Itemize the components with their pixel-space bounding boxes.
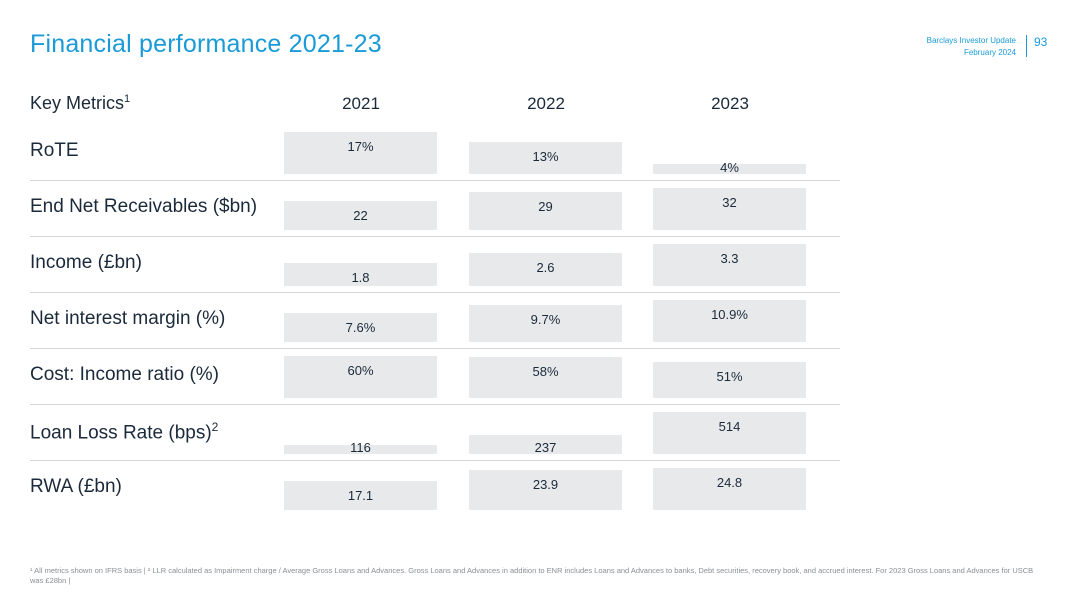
- document-info: Barclays Investor Update February 2024: [927, 35, 1016, 59]
- bar-rote-2022: [469, 142, 622, 174]
- header-divider: [1026, 35, 1027, 57]
- value-label-loan-loss-rate-bps-2021: 116: [350, 440, 371, 455]
- bar-cost-income-ratio-2022: [469, 357, 622, 398]
- footnote-marker: 1: [124, 93, 131, 105]
- bar-net-interest-margin-2021: [284, 313, 437, 342]
- value-label-rote-2021: 17%: [347, 139, 374, 154]
- metric-label-income-bn: Income (£bn): [30, 252, 142, 273]
- row-separator: [30, 460, 840, 461]
- footnote: ¹ All metrics shown on IFRS basis | ² LL…: [30, 566, 1034, 585]
- bar-rwa-bn-2021: [284, 481, 437, 510]
- bar-rwa-bn-2023: [653, 468, 806, 510]
- value-label-income-bn-2023: 3.3: [720, 251, 739, 266]
- bar-loan-loss-rate-bps-2023: [653, 412, 806, 454]
- bar-net-interest-margin-2022: [469, 305, 622, 342]
- bar-income-bn-2021: [284, 263, 437, 286]
- bar-rwa-bn-2022: [469, 470, 622, 510]
- row-separator: [30, 404, 840, 405]
- bar-end-net-receivables-bn-2023: [653, 188, 806, 230]
- value-label-loan-loss-rate-bps-2022: 237: [534, 440, 557, 455]
- value-label-cost-income-ratio-2023: 51%: [716, 369, 743, 384]
- value-label-end-net-receivables-bn-2023: 32: [722, 195, 737, 210]
- bar-net-interest-margin-2023: [653, 300, 806, 342]
- bar-rote-2023: [653, 164, 806, 174]
- row-separator: [30, 180, 840, 181]
- value-label-rwa-bn-2021: 17.1: [347, 488, 374, 503]
- value-label-income-bn-2021: 1.8: [351, 270, 370, 285]
- value-label-rwa-bn-2022: 23.9: [532, 477, 559, 492]
- bar-cost-income-ratio-2021: [284, 356, 437, 398]
- bar-end-net-receivables-bn-2021: [284, 201, 437, 230]
- value-label-rote-2022: 13%: [532, 149, 559, 164]
- document-name: Barclays Investor Update: [926, 36, 1016, 45]
- value-label-rote-2023: 4%: [720, 160, 739, 175]
- metric-label-end-net-receivables-bn: End Net Receivables ($bn): [30, 196, 258, 217]
- bar-loan-loss-rate-bps-2021: [284, 445, 437, 454]
- value-label-income-bn-2022: 2.6: [536, 260, 555, 275]
- bar-end-net-receivables-bn-2022: [469, 192, 622, 230]
- value-label-end-net-receivables-bn-2021: 22: [353, 208, 368, 223]
- bar-rote-2021: [284, 132, 437, 174]
- value-label-net-interest-margin-2022: 9.7%: [530, 312, 561, 327]
- year-header-2021: 2021: [342, 94, 380, 113]
- metric-label-net-interest-margin: Net interest margin (%): [30, 308, 226, 329]
- metric-label-loan-loss-rate-bps: Loan Loss Rate (bps)2: [30, 420, 219, 444]
- document-date: February 2024: [963, 48, 1016, 57]
- value-label-end-net-receivables-bn-2022: 29: [538, 199, 553, 214]
- key-metrics-label: Key Metrics: [30, 93, 125, 113]
- bar-income-bn-2023: [653, 244, 806, 286]
- row-separator: [30, 292, 840, 293]
- value-label-net-interest-margin-2023: 10.9%: [711, 307, 748, 322]
- row-separator: [30, 348, 840, 349]
- year-header-2022: 2022: [527, 94, 565, 113]
- bar-loan-loss-rate-bps-2022: [469, 435, 622, 454]
- bar-income-bn-2022: [469, 253, 622, 286]
- page-title: Financial performance 2021-23: [30, 30, 382, 58]
- row-separator: [30, 236, 840, 237]
- value-label-net-interest-margin-2021: 7.6%: [345, 320, 376, 335]
- bar-cost-income-ratio-2023: [653, 362, 806, 398]
- value-label-loan-loss-rate-bps-2023: 514: [718, 419, 741, 434]
- metric-label-rwa-bn: RWA (£bn): [30, 476, 122, 497]
- metric-label-rote: RoTE: [30, 140, 79, 161]
- value-label-rwa-bn-2023: 24.8: [716, 475, 743, 490]
- key-metrics-header: Key Metrics1: [30, 93, 130, 114]
- year-header-2023: 2023: [711, 94, 749, 113]
- value-label-cost-income-ratio-2022: 58%: [532, 364, 559, 379]
- page-number: 93: [1034, 35, 1048, 49]
- metric-label-cost-income-ratio: Cost: Income ratio (%): [30, 364, 219, 385]
- value-label-cost-income-ratio-2021: 60%: [347, 363, 374, 378]
